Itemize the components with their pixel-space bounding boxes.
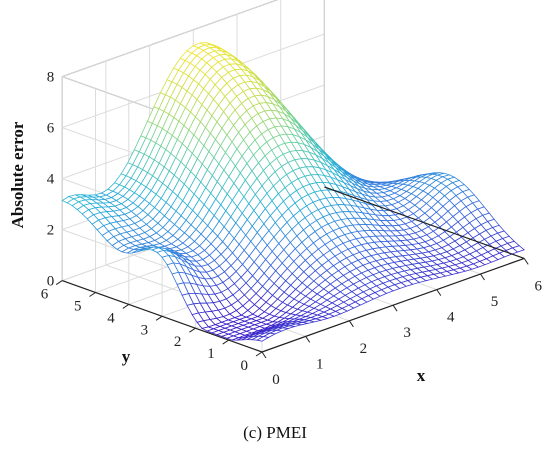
y-tick-mark	[89, 292, 96, 297]
y-tick-label: 5	[74, 299, 82, 315]
box-edge	[324, 186, 525, 259]
y-tick-mark	[122, 303, 130, 309]
z-tick-label: 4	[47, 172, 55, 188]
x-tick-label: 5	[491, 294, 499, 310]
y-tick-mark	[155, 315, 163, 321]
z-axis-label: Absolute error	[8, 121, 27, 228]
x-tick-label: 0	[272, 372, 280, 388]
x-tick-label: 3	[403, 325, 411, 341]
x-tick-label: 4	[447, 310, 455, 326]
y-tick-label: 4	[107, 310, 115, 326]
x-tick-mark	[348, 320, 354, 328]
x-axis-label: x	[417, 366, 426, 385]
z-tick-label: 6	[47, 121, 55, 137]
surface-mesh	[61, 42, 526, 342]
y-tick-mark	[55, 280, 63, 286]
y-tick-mark	[255, 351, 263, 357]
x-tick-mark	[305, 336, 311, 343]
figure-caption: (c) PMEI	[243, 423, 307, 442]
x-tick-mark	[261, 351, 267, 359]
x-tick-label: 6	[534, 278, 542, 294]
x-tick-label: 2	[360, 341, 368, 357]
x-tick-mark	[480, 273, 485, 281]
y-tick-label: 1	[207, 346, 215, 362]
y-tick-label: 6	[41, 287, 49, 303]
grid-line	[62, 0, 279, 78]
mesh-cell	[511, 245, 526, 253]
y-axis-label: y	[122, 347, 131, 366]
x-tick-mark	[436, 289, 442, 296]
y-tick-mark	[189, 327, 196, 333]
z-tick-label: 2	[47, 223, 55, 239]
y-tick-mark	[222, 339, 229, 345]
x-tick-mark	[392, 304, 398, 312]
y-tick-label: 2	[174, 334, 182, 350]
x-tick-mark	[523, 258, 529, 265]
z-tick-label: 8	[47, 70, 55, 86]
z-tick-label: 0	[47, 274, 55, 290]
y-tick-label: 0	[241, 358, 249, 374]
x-tick-label: 1	[316, 356, 324, 372]
y-tick-label: 3	[141, 322, 149, 338]
